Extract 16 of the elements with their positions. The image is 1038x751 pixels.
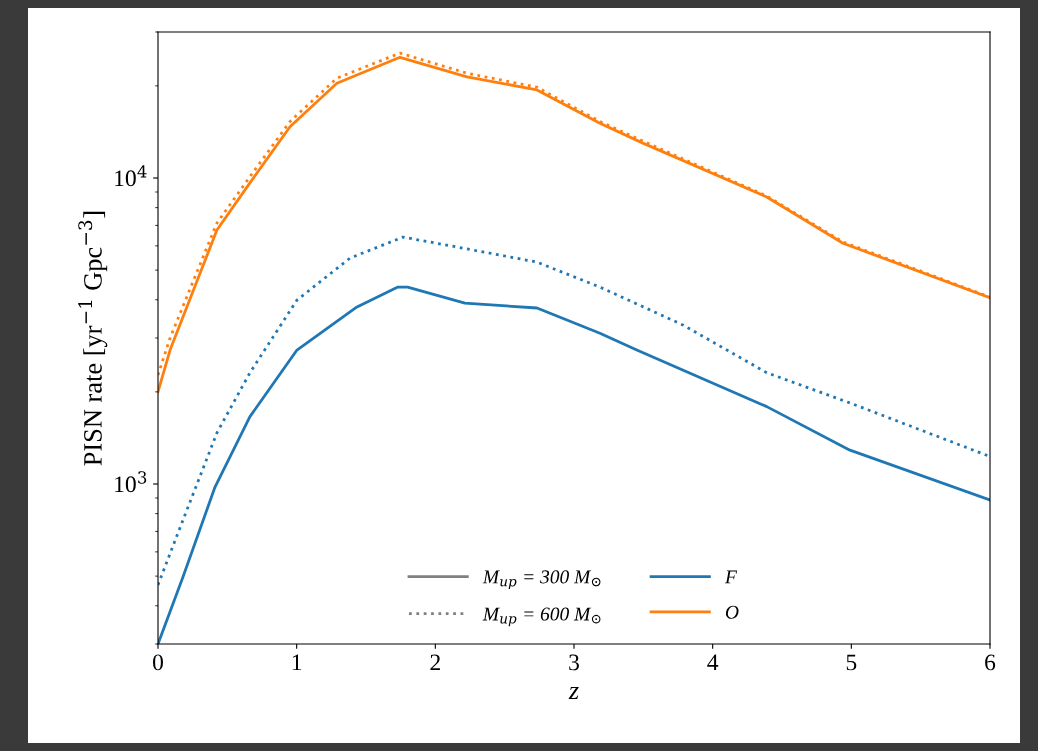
x-tick-label: 4 [707,654,719,671]
legend-label: F [724,570,738,584]
legend-label: O [725,605,739,619]
y-axis-title: PISN rate [yr$^{−1}$ Gpc$^{−3}$] [78,211,108,466]
x-tick-label: 3 [569,654,579,671]
x-axis-title: z [568,686,579,699]
x-tick-label: 1 [292,654,302,671]
y-tick-label: 10$^{4}$ [115,165,147,187]
x-tick-label: 0 [153,654,163,671]
y-tick-label: 10$^{3}$ [115,471,147,493]
x-tick-label: 2 [430,654,440,671]
line-series [158,235,990,587]
x-tick-label: 6 [985,654,996,671]
annotation: M$_{up}$ = 300 M$_{⊙}$ [482,570,601,590]
annotation: M$_{up}$ = 600 M$_{⊙}$ [482,607,601,627]
x-tick-label: 5 [846,654,857,671]
